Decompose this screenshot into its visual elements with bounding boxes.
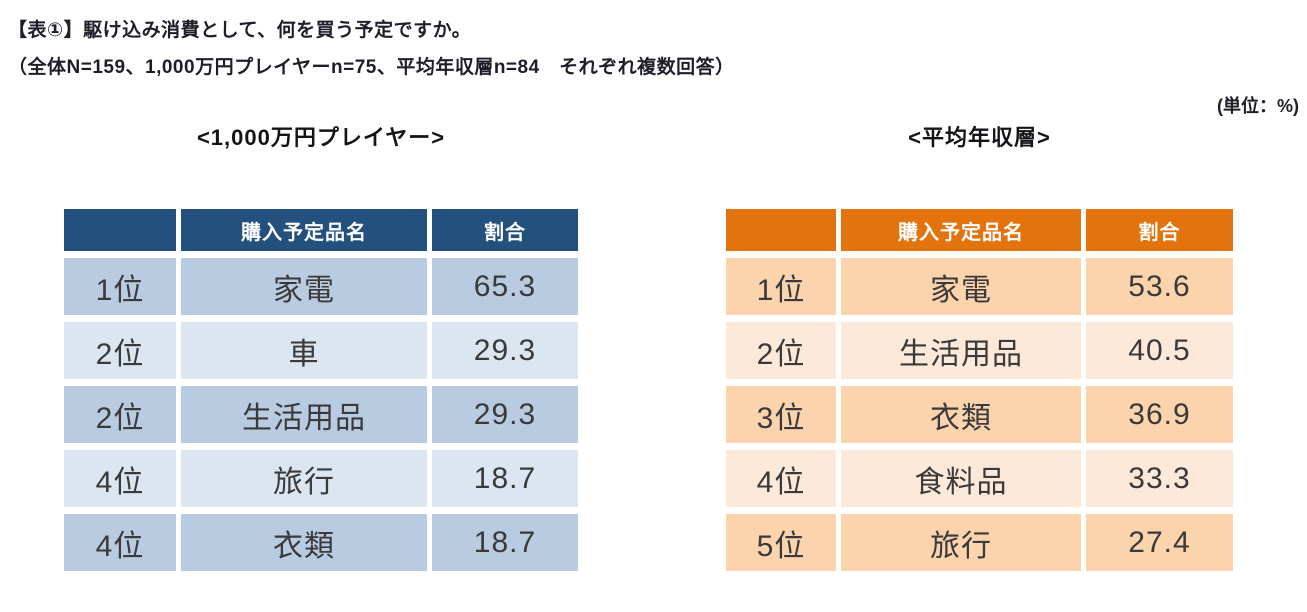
rank-cell: 5位	[726, 514, 836, 571]
item-column-header: 購入予定品名	[841, 209, 1081, 251]
value-cell: 18.7	[432, 450, 578, 507]
value-cell: 36.9	[1086, 386, 1233, 443]
value-cell: 29.3	[432, 386, 578, 443]
value-cell: 65.3	[432, 258, 578, 315]
rank-cell: 2位	[726, 322, 836, 379]
figure-subtitle: （全体N=159、1,000万円プレイヤーn=75、平均年収層n=84 それぞれ…	[8, 57, 735, 78]
rank-cell: 2位	[64, 322, 176, 379]
item-cell: 生活用品	[181, 386, 427, 443]
item-cell: 旅行	[841, 514, 1081, 571]
rank-cell: 4位	[64, 514, 176, 571]
value-cell: 33.3	[1086, 450, 1233, 507]
rank-cell: 4位	[726, 450, 836, 507]
value-cell: 27.4	[1086, 514, 1233, 571]
ratio-column-header: 割合	[432, 209, 578, 251]
value-cell: 29.3	[432, 322, 578, 379]
ratio-column-header: 割合	[1086, 209, 1233, 251]
item-cell: 車	[181, 322, 427, 379]
item-cell: 生活用品	[841, 322, 1081, 379]
figure-title: 【表①】駆け込み消費として、何を買う予定ですか。	[8, 20, 472, 41]
item-cell: 衣類	[181, 514, 427, 571]
item-cell: 食料品	[841, 450, 1081, 507]
item-cell: 旅行	[181, 450, 427, 507]
right-table-caption: <平均年収層>	[908, 125, 1051, 150]
title-block: 【表①】駆け込み消費として、何を買う予定ですか。 （全体N=159、1,000万…	[8, 12, 735, 86]
item-column-header: 購入予定品名	[181, 209, 427, 251]
rank-cell: 4位	[64, 450, 176, 507]
rank-cell: 1位	[64, 258, 176, 315]
rank-cell: 2位	[64, 386, 176, 443]
value-cell: 40.5	[1086, 322, 1233, 379]
corner-header-cell	[726, 209, 836, 251]
value-cell: 18.7	[432, 514, 578, 571]
rank-cell: 1位	[726, 258, 836, 315]
item-cell: 家電	[841, 258, 1081, 315]
table-average-income: 購入予定品名 割合 1位 家電 53.6 2位 生活用品 40.5 3位 衣類 …	[726, 209, 1233, 571]
rank-cell: 3位	[726, 386, 836, 443]
item-cell: 衣類	[841, 386, 1081, 443]
corner-header-cell	[64, 209, 176, 251]
item-cell: 家電	[181, 258, 427, 315]
table-high-income-players: 購入予定品名 割合 1位 家電 65.3 2位 車 29.3 2位 生活用品 2…	[64, 209, 578, 571]
left-table-caption: <1,000万円プレイヤー>	[196, 125, 446, 150]
unit-label: (単位：%)	[1217, 96, 1299, 116]
value-cell: 53.6	[1086, 258, 1233, 315]
